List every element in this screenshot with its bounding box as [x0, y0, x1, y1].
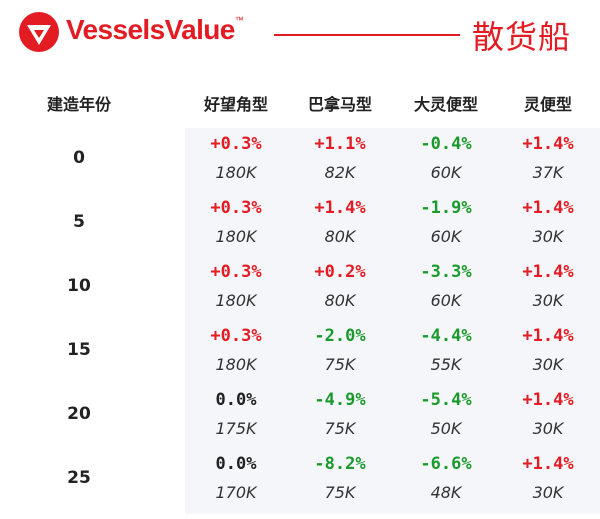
change-percent: +0.2% — [314, 262, 366, 282]
column-header-handysize: 灵便型 — [523, 95, 572, 114]
vessel-value: 180K — [215, 355, 257, 374]
build-year-label: 25 — [67, 468, 91, 488]
build-year-label: 0 — [73, 148, 85, 168]
change-percent: -1.9% — [420, 198, 472, 218]
change-percent: 0.0% — [215, 390, 257, 410]
vessel-value: 170K — [215, 483, 257, 502]
category-title: 散货船 — [472, 18, 572, 56]
brand-name: VesselsValue™ — [66, 14, 244, 46]
build-year-label: 15 — [67, 340, 91, 360]
change-percent: +0.3% — [210, 262, 262, 282]
build-year-label: 10 — [67, 276, 91, 296]
header: VesselsValue™ 散货船 — [0, 0, 600, 70]
vessel-value: 180K — [215, 227, 257, 246]
column-header-panamax: 巴拿马型 — [307, 95, 372, 114]
vessel-value: 180K — [215, 163, 257, 182]
vessel-value: 48K — [430, 483, 462, 502]
vessel-value: 80K — [324, 291, 356, 310]
vessel-value: 80K — [324, 227, 356, 246]
change-percent: +1.4% — [522, 262, 574, 282]
column-header-capesize: 好望角型 — [203, 95, 268, 114]
change-percent: +1.4% — [314, 198, 366, 218]
age-column-header: 建造年份 — [46, 95, 111, 114]
change-percent: +1.4% — [522, 134, 574, 154]
vessel-value: 60K — [430, 227, 462, 246]
vessel-value: 60K — [430, 291, 462, 310]
change-percent: -0.4% — [420, 134, 472, 154]
change-percent: +0.3% — [210, 134, 262, 154]
change-percent: +1.4% — [522, 326, 574, 346]
change-percent: +1.4% — [522, 454, 574, 474]
change-percent: -2.0% — [314, 326, 366, 346]
vessel-value: 175K — [215, 419, 257, 438]
vesselsvalue-logo-icon — [19, 12, 59, 52]
change-percent: 0.0% — [215, 454, 257, 474]
vessel-value: 180K — [215, 291, 257, 310]
vessel-value: 60K — [430, 163, 462, 182]
vessel-value: 30K — [532, 355, 564, 374]
vessel-value: 50K — [430, 419, 462, 438]
change-percent: +1.1% — [314, 134, 366, 154]
header-divider — [274, 34, 460, 36]
change-percent: -5.4% — [420, 390, 472, 410]
vessel-value: 30K — [532, 483, 564, 502]
vessel-value: 55K — [430, 355, 462, 374]
change-percent: -4.9% — [314, 390, 366, 410]
vessel-value: 75K — [324, 419, 356, 438]
brand-name-text: VesselsValue — [66, 14, 235, 45]
vessel-value: 82K — [324, 163, 356, 182]
change-percent: +0.3% — [210, 326, 262, 346]
trademark-mark: ™ — [234, 14, 244, 25]
build-year-label: 20 — [67, 404, 91, 424]
vessel-value: 75K — [324, 483, 356, 502]
change-percent: +1.4% — [522, 198, 574, 218]
change-percent: -8.2% — [314, 454, 366, 474]
vessel-value: 37K — [532, 163, 564, 182]
vessel-value: 30K — [532, 227, 564, 246]
vessel-value: 75K — [324, 355, 356, 374]
build-year-label: 5 — [73, 212, 85, 232]
change-percent: -3.3% — [420, 262, 472, 282]
change-percent: -6.6% — [420, 454, 472, 474]
column-header-supramax: 大灵便型 — [413, 95, 478, 114]
change-percent: -4.4% — [420, 326, 472, 346]
change-percent: +0.3% — [210, 198, 262, 218]
vessel-value: 30K — [532, 419, 564, 438]
change-percent: +1.4% — [522, 390, 574, 410]
value-grid — [185, 128, 600, 514]
vessel-value: 30K — [532, 291, 564, 310]
